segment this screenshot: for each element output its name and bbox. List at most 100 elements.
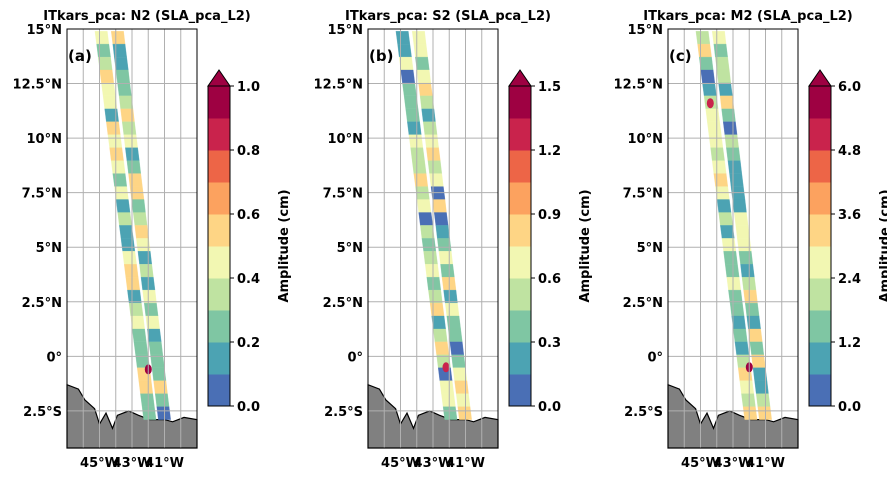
swath-cell [738,251,753,265]
swath-cell [719,95,735,110]
colorbar-segment [809,374,831,407]
lat-tick-label: 15°N [328,23,363,38]
swath-cell [729,173,744,187]
chart-title: ITkars_pca: S2 (SLA_pca_L2) [345,9,551,24]
swath-cell [111,160,126,174]
swath-cell [752,367,768,381]
colorbar-tick-label: 0.4 [237,272,260,287]
colorbar-tick-label: 0.2 [237,336,260,351]
swath-cell [128,302,144,317]
swath-cell [106,121,121,135]
swath-cell [713,43,728,58]
lat-tick-label: 12.5°N [13,78,62,93]
swath-cell [112,43,127,58]
swath-cell [442,406,458,420]
gridlines [668,28,798,448]
swath-cell [429,173,444,187]
lat-tick-label: 12.5°N [314,78,363,93]
colorbar-tick-label: 0.6 [237,208,260,223]
colorbar-tick-label: 0.0 [538,400,561,415]
swath-cell [695,31,711,45]
colorbar-tick-label: 1.2 [838,336,861,351]
swath-cell [413,173,428,187]
swath-cell [119,225,134,239]
lon-tick-label: 45°W [681,456,720,471]
colorbar-segment [509,246,531,279]
colorbar-tick-label: 6.0 [838,80,861,95]
lon-tick-label: 45°W [80,456,119,471]
colorbar-segment [809,246,831,279]
lat-tick-label: 2.5°S [324,405,363,420]
lon-tick-label: 41°W [746,456,785,471]
swath-cell [432,199,447,213]
swath-cell [123,134,138,148]
swath-cell [732,199,747,213]
swath-cell [415,56,430,71]
lat-tick-label: 7.5°N [323,187,363,202]
swath-cell [420,225,435,239]
colorbar: 0.0 0.2 0.4 0.6 0.8 1.0 Amplitude (cm) [207,69,292,415]
swath-cell [395,31,411,45]
swath-cell [137,251,152,265]
swath-cell [109,147,124,161]
swath-cell [423,251,438,265]
swath-cell [720,225,735,239]
swath-cell [448,328,463,343]
swath-cell [98,56,113,71]
swath-cell [132,328,147,343]
swath-cell [712,31,727,45]
colorbar-tick-label: 0.0 [237,400,260,415]
panel-label: (b) [369,47,393,65]
swath-cell [122,121,137,135]
swath-cell [434,212,449,226]
swath-cell [697,43,712,58]
lon-tick-label: 43°W [414,456,453,471]
chart-title: ITkars_pca: N2 (SLA_pca_L2) [43,9,250,24]
swath-cell [702,82,717,97]
lat-tick-label: 2.5°S [624,405,663,420]
colorbar-segment [208,182,230,215]
swath-cell [707,121,722,135]
colorbar-segment [509,214,531,247]
panel-label: (c) [669,47,692,65]
swath-data [94,31,171,420]
colorbar-tick-label: 4.8 [838,144,861,159]
colorbar-segment [208,342,230,375]
colorbar-tick-label: 0.8 [237,144,260,159]
colorbar-segment [509,86,531,119]
swath-cell [125,277,140,291]
lat-tick-label: 5°N [337,241,363,256]
swath-cell [124,264,139,278]
swath-cell [148,341,163,356]
swath-cell [126,160,141,174]
swath-cell [114,56,129,71]
lat-tick-label: 10°N [328,132,363,147]
swath-cell [397,43,412,58]
swath-cell [756,393,771,407]
lon-tick-label: 43°W [113,456,152,471]
swath-cell [133,341,149,356]
swath-cell [435,225,450,239]
swath-cell [445,302,460,317]
colorbar-extend-arrow [508,69,532,87]
colorbar-tick-label: 1.2 [538,144,561,159]
swath-cell [99,69,114,84]
swath-cell [144,302,159,317]
swath-cell [439,380,454,394]
swath-cell [749,341,764,356]
swath-cell [416,69,431,84]
colorbar-segment [208,118,230,151]
swath-cell [115,69,130,84]
lat-tick-label: 10°N [27,132,62,147]
map-frame [66,28,198,449]
swath-cell [423,121,438,135]
swath-cell [729,302,745,317]
panel-2: ITkars_pca: S2 (SLA_pca_L2)15°N 12.5°N 10°… [314,9,593,471]
lon-tick-label: 41°W [145,456,184,471]
swath-cell [700,69,715,84]
swath-cell [723,121,738,135]
swath-cell [127,289,142,304]
map-frame [667,28,799,449]
colorbar-extend-arrow [808,69,832,87]
swath-cell [748,328,763,343]
